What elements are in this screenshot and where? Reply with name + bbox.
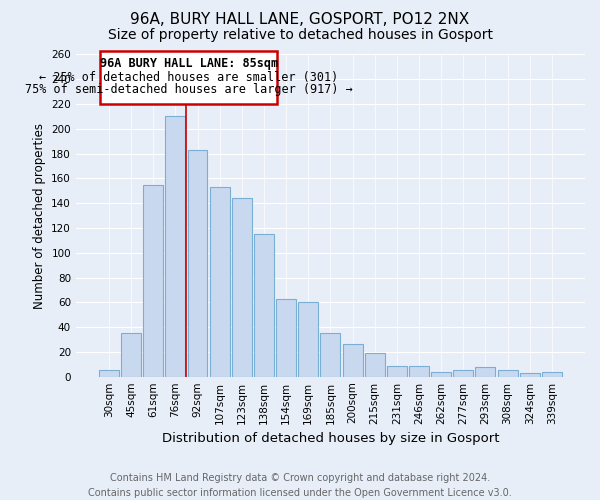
Text: 75% of semi-detached houses are larger (917) →: 75% of semi-detached houses are larger (… <box>25 83 353 96</box>
Bar <box>232 198 252 376</box>
Bar <box>387 366 407 376</box>
Text: ← 25% of detached houses are smaller (301): ← 25% of detached houses are smaller (30… <box>39 70 338 84</box>
Bar <box>343 344 362 376</box>
Bar <box>520 373 540 376</box>
Bar <box>276 298 296 376</box>
Bar <box>475 367 496 376</box>
Bar <box>188 150 208 376</box>
Bar <box>121 334 141 376</box>
Y-axis label: Number of detached properties: Number of detached properties <box>32 122 46 308</box>
X-axis label: Distribution of detached houses by size in Gosport: Distribution of detached houses by size … <box>161 432 499 445</box>
Bar <box>454 370 473 376</box>
Bar <box>431 372 451 376</box>
Text: Contains HM Land Registry data © Crown copyright and database right 2024.
Contai: Contains HM Land Registry data © Crown c… <box>88 472 512 498</box>
Bar <box>542 372 562 376</box>
Text: 96A BURY HALL LANE: 85sqm: 96A BURY HALL LANE: 85sqm <box>100 57 278 70</box>
Bar <box>210 187 230 376</box>
Bar <box>409 366 429 376</box>
Bar <box>166 116 185 376</box>
Bar <box>320 334 340 376</box>
Bar <box>143 184 163 376</box>
Text: 96A, BURY HALL LANE, GOSPORT, PO12 2NX: 96A, BURY HALL LANE, GOSPORT, PO12 2NX <box>130 12 470 28</box>
FancyBboxPatch shape <box>100 50 277 104</box>
Bar <box>298 302 318 376</box>
Bar <box>497 370 518 376</box>
Bar <box>254 234 274 376</box>
Bar <box>99 370 119 376</box>
Text: Size of property relative to detached houses in Gosport: Size of property relative to detached ho… <box>107 28 493 42</box>
Bar <box>365 353 385 376</box>
